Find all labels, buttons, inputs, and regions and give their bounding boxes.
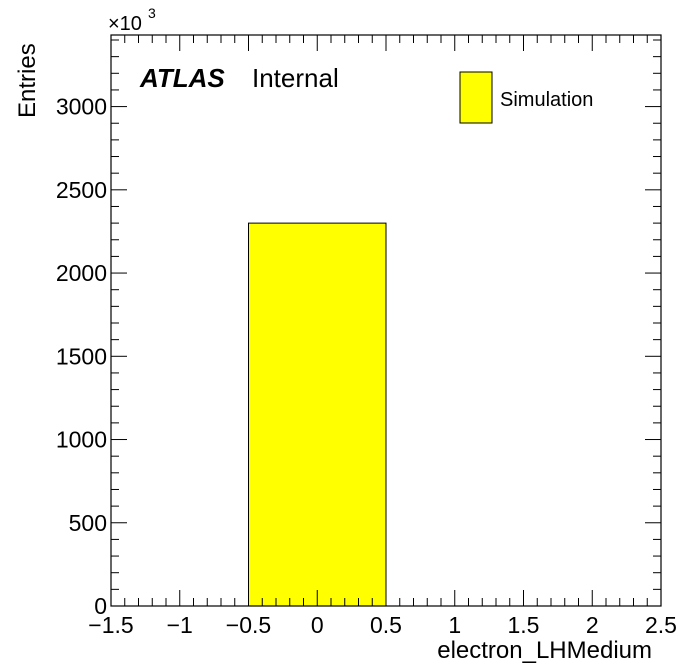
y-tick-label: 2000 — [56, 260, 107, 286]
y-tick-label: 2500 — [56, 177, 107, 203]
x-tick-label: −1.5 — [88, 612, 133, 638]
legend-label-simulation: Simulation — [500, 89, 593, 111]
y-tick-label: 500 — [69, 510, 107, 536]
x-tick-label: −1 — [167, 612, 193, 638]
internal-label: Internal — [252, 63, 339, 93]
histogram-bar — [248, 222, 387, 607]
x-tick-label: 2 — [586, 612, 599, 638]
plot-frame — [110, 34, 662, 607]
y-tick-label: 3000 — [56, 94, 107, 120]
y-multiplier-label: ×10 — [108, 13, 142, 35]
y-tick-label: 1000 — [56, 427, 107, 453]
x-tick-label: 2.5 — [645, 612, 677, 638]
minor-ticks — [111, 35, 661, 606]
y-tick-label: 1500 — [56, 343, 107, 369]
y-tick-label: 0 — [94, 593, 107, 619]
x-tick-labels: −1.5 −1 −0.5 0 0.5 1 1.5 2 2.5 — [88, 612, 677, 638]
x-axis-title: electron_LHMedium — [437, 637, 652, 664]
x-tick-label: 1 — [448, 612, 461, 638]
x-tick-label: 0.5 — [370, 612, 402, 638]
x-tick-label: 1.5 — [508, 612, 540, 638]
legend-swatch-simulation — [459, 71, 493, 124]
y-multiplier-exponent: 3 — [148, 5, 156, 21]
histogram-bars — [248, 222, 387, 607]
legend: Simulation — [459, 71, 593, 124]
y-axis-title: Entries — [14, 43, 41, 118]
x-tick-label: −0.5 — [226, 612, 271, 638]
atlas-label: ATLAS — [139, 63, 225, 93]
x-tick-label: 0 — [311, 612, 324, 638]
y-tick-labels: 0 500 1000 1500 2000 2500 3000 — [56, 94, 107, 619]
